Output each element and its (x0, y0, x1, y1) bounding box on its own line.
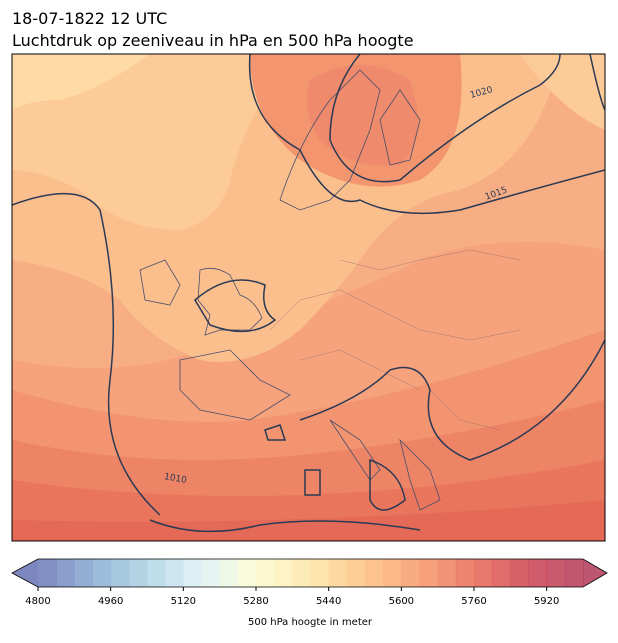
colorbar-tick-label: 5440 (316, 596, 341, 607)
colorbar-band (528, 559, 548, 587)
colorbar-band (328, 559, 348, 587)
colorbar-band (492, 559, 511, 587)
colorbar-outline (11, 558, 608, 588)
colorbar: 4800 4960 5120 5280 5440 5600 5760 5920 (11, 558, 608, 607)
map (12, 54, 605, 541)
colorbar-band (92, 559, 112, 587)
colorbar-band (455, 559, 475, 587)
colorbar-band (274, 559, 293, 587)
colorbar-tick-label: 5600 (389, 596, 414, 607)
colorbar-band (310, 559, 330, 587)
colorbar-band (292, 559, 311, 587)
colorbar-band (128, 559, 148, 587)
colorbar-band (219, 559, 239, 587)
colorbar-band (147, 559, 166, 587)
colorbar-band (183, 559, 202, 587)
colorbar-band (365, 559, 384, 587)
colorbar-band (110, 559, 130, 587)
colorbar-label: 500 hPa hoogte in meter (248, 617, 373, 628)
colorbar-band (56, 559, 75, 587)
colorbar-band (74, 559, 93, 587)
colorbar-tick-label: 4960 (98, 596, 123, 607)
colorbar-band (383, 559, 402, 587)
colorbar-band (474, 559, 493, 587)
colorbar-band (510, 559, 529, 587)
colorbar-tick-label: 5920 (534, 596, 559, 607)
colorbar-band (237, 559, 257, 587)
colorbar-tick-label: 5280 (243, 596, 268, 607)
colorbar-band (401, 559, 420, 587)
colorbar-band (201, 559, 221, 587)
colorbar-extend-low (12, 559, 38, 587)
colorbar-band (38, 559, 57, 587)
colorbar-tick-label: 5120 (171, 596, 196, 607)
colorbar-band (437, 559, 457, 587)
map-title: Luchtdruk op zeeniveau in hPa en 500 hPa… (12, 31, 414, 50)
colorbar-band (256, 559, 275, 587)
colorbar-tick-label: 4800 (25, 596, 50, 607)
map-frame (11, 53, 606, 542)
colorbar-tick-label: 5760 (461, 596, 486, 607)
colorbar-extend-high (583, 559, 607, 587)
colorbar-band (564, 559, 584, 587)
colorbar-band (546, 559, 566, 587)
colorbar-band (419, 559, 439, 587)
date-title: 18-07-1822 12 UTC (12, 9, 167, 28)
colorbar-band (165, 559, 184, 587)
colorbar-band (346, 559, 366, 587)
contour-label: 1010 (163, 472, 188, 486)
